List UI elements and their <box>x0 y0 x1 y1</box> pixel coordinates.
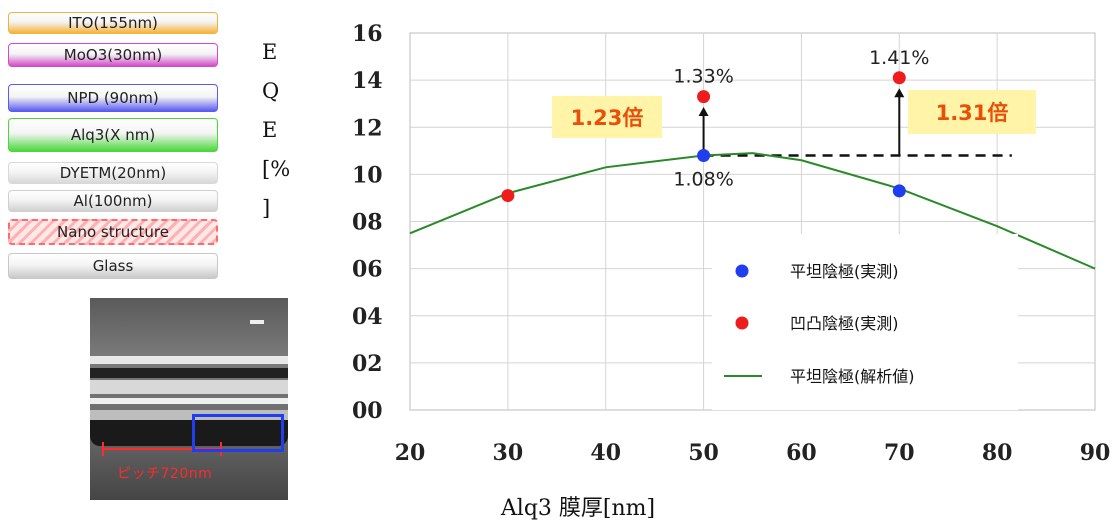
layer-label: Alq3(X nm) <box>70 126 156 144</box>
y-axis-label-char: Q <box>262 79 280 103</box>
arrow-50-head <box>698 107 709 117</box>
y-tick-label: 02 <box>352 351 383 377</box>
layer-label: Nano structure <box>57 223 169 241</box>
x-tick-label: 40 <box>590 440 621 466</box>
layer-0: ITO(155nm) <box>8 12 218 34</box>
arrow-70-head <box>894 88 905 98</box>
y-tick-label: 14 <box>352 68 383 94</box>
legend-label: 平坦陰極(解析値) <box>790 367 915 386</box>
x-tick-label: 70 <box>884 440 915 466</box>
y-tick-label: 04 <box>352 304 383 330</box>
data-point-series-0 <box>892 184 906 198</box>
legend-marker <box>735 316 749 330</box>
data-point-series-1 <box>892 71 906 85</box>
data-point-series-0 <box>697 149 711 163</box>
data-label: 1.41% <box>869 47 929 69</box>
layer-6: Nano structure <box>8 219 218 245</box>
x-tick-label: 20 <box>395 440 426 466</box>
x-tick-label: 80 <box>982 440 1013 466</box>
multiplier-label: 1.31倍 <box>936 101 1009 125</box>
layer-7: Glass <box>8 253 218 279</box>
layer-2: NPD (90nm) <box>8 84 218 112</box>
x-tick-label: 90 <box>1080 440 1111 466</box>
layer-stack-diagram: ITO(155nm) MoO3(30nm) NPD (90nm) Alq3(X nm)… <box>0 0 240 290</box>
y-axis-label-char: E <box>262 118 278 142</box>
sem-micrograph: ピッチ720nm <box>90 298 288 500</box>
legend-label: 平坦陰極(実測) <box>790 262 899 281</box>
layer-label: NPD (90nm) <box>67 89 159 107</box>
y-tick-label: 06 <box>352 257 383 283</box>
layer-1: MoO3(30nm) <box>8 43 218 67</box>
y-tick-label: 12 <box>352 115 383 141</box>
data-label: 1.33% <box>673 66 733 88</box>
y-axis-label: E Q E [% ] <box>262 40 302 235</box>
y-axis-label-char: E <box>262 40 278 64</box>
data-label: 1.08% <box>673 169 733 191</box>
x-tick-label: 50 <box>688 440 719 466</box>
y-tick-label: 08 <box>352 210 383 236</box>
layer-label: Al(100nm) <box>73 192 153 210</box>
layer-3: Alq3(X nm) <box>8 118 218 152</box>
layer-4: DYETM(20nm) <box>8 162 218 184</box>
y-axis-label-char: [% <box>262 157 291 181</box>
multiplier-label: 1.23倍 <box>571 106 644 130</box>
multiplier-box <box>908 90 1036 134</box>
layer-label: Glass <box>92 257 134 275</box>
y-tick-label: 16 <box>352 21 383 47</box>
y-axis-label-char: ] <box>262 196 271 220</box>
layer-label: DYETM(20nm) <box>59 164 167 182</box>
layer-label: ITO(155nm) <box>68 14 158 32</box>
y-tick-label: 00 <box>352 398 383 424</box>
pitch-label: ピッチ720nm <box>117 466 213 482</box>
layer-label: MoO3(30nm) <box>63 46 163 64</box>
x-tick-label: 60 <box>786 440 817 466</box>
x-axis-label: Alq3 膜厚[nm] <box>500 496 656 521</box>
data-point-series-1 <box>501 189 515 203</box>
legend-marker <box>735 264 749 278</box>
multiplier-box <box>552 96 662 138</box>
series-line-analysis <box>409 152 1096 270</box>
data-point-series-1 <box>697 90 711 104</box>
x-tick-label: 30 <box>493 440 524 466</box>
legend-label: 凹凸陰極(実測) <box>790 314 899 333</box>
legend-box <box>712 234 1018 410</box>
y-tick-label: 10 <box>352 162 383 188</box>
layer-5: Al(100nm) <box>8 190 218 212</box>
